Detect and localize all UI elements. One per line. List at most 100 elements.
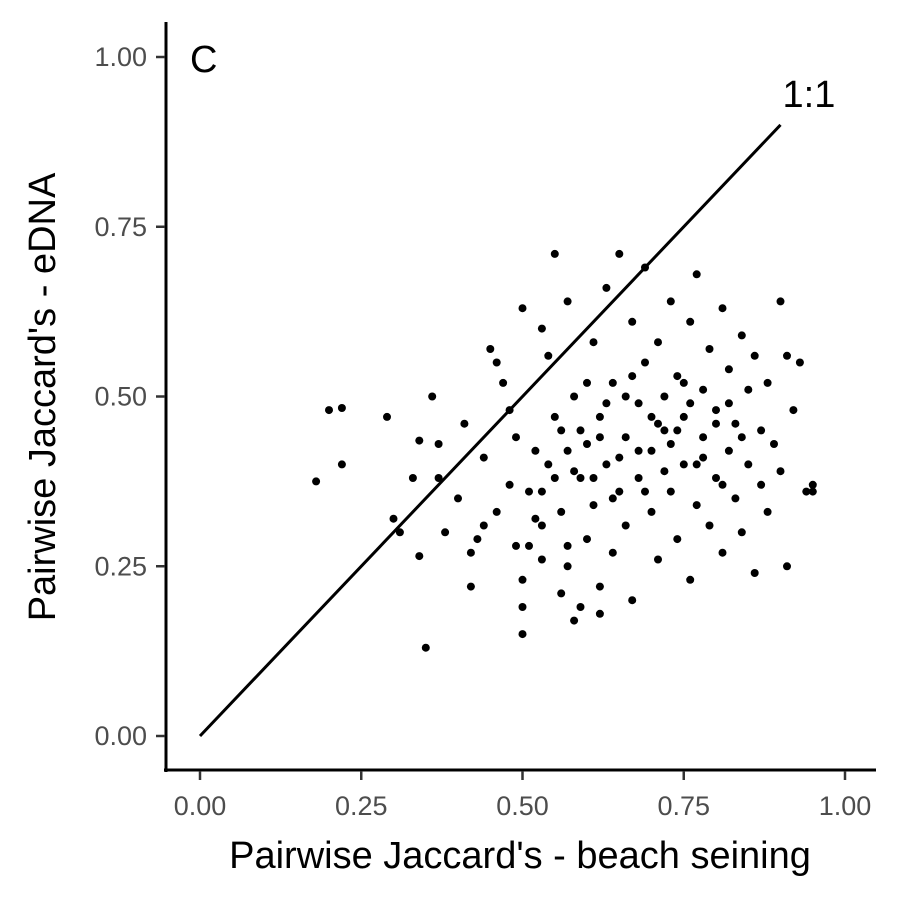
data-point (408, 474, 417, 482)
reference-line-1-to-1 (198, 123, 782, 738)
data-point (557, 426, 566, 435)
data-point (634, 474, 643, 482)
data-point (621, 433, 630, 442)
data-point (563, 541, 572, 550)
data-point (557, 507, 566, 516)
data-point (641, 358, 649, 367)
data-point (757, 480, 766, 489)
data-point (466, 548, 475, 557)
data-point (337, 460, 346, 469)
y-tick-label: 0.25 (94, 551, 147, 581)
data-point (692, 501, 701, 510)
data-point (692, 270, 701, 279)
y-tick-label: 1.00 (94, 42, 147, 72)
data-point (647, 446, 656, 455)
data-point (666, 297, 675, 306)
data-point (724, 399, 733, 408)
x-tick-label: 0.25 (335, 791, 388, 821)
data-point (744, 460, 753, 469)
data-point (570, 392, 579, 401)
data-point (737, 331, 746, 340)
data-point (550, 412, 559, 421)
data-point (570, 467, 579, 476)
data-point (712, 474, 720, 482)
data-point (576, 603, 585, 611)
data-point (654, 338, 662, 347)
data-point (718, 304, 727, 313)
data-point (492, 507, 501, 516)
data-point (531, 514, 540, 523)
data-point (705, 345, 714, 353)
data-point (660, 426, 669, 435)
data-point (441, 528, 450, 537)
data-point (686, 399, 695, 408)
data-point (699, 453, 708, 462)
data-point (666, 440, 675, 448)
x-axis-ticks: 0.00 0.25 0.50 0.75 1.00 (174, 771, 871, 821)
data-point (750, 569, 759, 577)
data-point (454, 494, 462, 503)
data-point (660, 467, 669, 476)
data-point (641, 487, 649, 496)
data-point (434, 440, 443, 448)
data-point (492, 358, 501, 367)
data-point (576, 426, 585, 435)
data-point (512, 433, 520, 442)
data-point (518, 575, 527, 584)
reference-line-label: 1:1 (783, 74, 836, 116)
data-point (699, 433, 708, 442)
data-point (608, 494, 617, 503)
data-point (563, 446, 572, 455)
data-point (415, 436, 424, 445)
data-point (731, 419, 740, 428)
data-point (679, 460, 688, 469)
x-tick-label: 0.50 (496, 791, 549, 821)
data-point (692, 460, 701, 469)
y-tick-label: 0.75 (94, 212, 147, 242)
data-point (770, 440, 778, 448)
y-axis-title: Pairwise Jaccard's - eDNA (22, 172, 64, 621)
data-point (718, 480, 727, 489)
data-point (795, 358, 804, 367)
data-point (654, 555, 662, 564)
data-point (473, 535, 482, 544)
data-point (525, 541, 533, 550)
data-point (660, 392, 669, 401)
data-point (673, 535, 682, 544)
panel-label: C (190, 39, 217, 81)
data-point (724, 446, 733, 455)
data-point (595, 412, 604, 421)
data-point (415, 552, 424, 561)
data-point (763, 507, 772, 516)
data-point (647, 507, 656, 516)
data-point (615, 453, 624, 462)
data-point (628, 596, 637, 605)
data-point (724, 365, 733, 374)
data-point (602, 460, 611, 469)
data-point (666, 487, 675, 496)
data-point (466, 582, 475, 591)
data-point (537, 324, 546, 333)
data-point (737, 528, 746, 537)
data-point (505, 480, 514, 489)
data-point (634, 399, 643, 408)
data-point (783, 562, 791, 571)
data-point (563, 562, 572, 571)
data-point (570, 616, 579, 625)
data-point (750, 351, 759, 360)
data-point (712, 406, 720, 415)
y-tick-label: 0.00 (94, 721, 147, 751)
data-point (389, 514, 398, 523)
data-point (518, 630, 527, 639)
data-point (595, 433, 604, 442)
data-point (634, 446, 643, 455)
data-point (595, 609, 604, 618)
data-point (608, 378, 617, 387)
data-point (337, 404, 346, 412)
data-point (731, 494, 740, 503)
data-point (312, 477, 321, 486)
data-point (808, 487, 817, 496)
data-point (550, 249, 559, 258)
data-point (686, 575, 695, 584)
data-point (576, 474, 585, 482)
